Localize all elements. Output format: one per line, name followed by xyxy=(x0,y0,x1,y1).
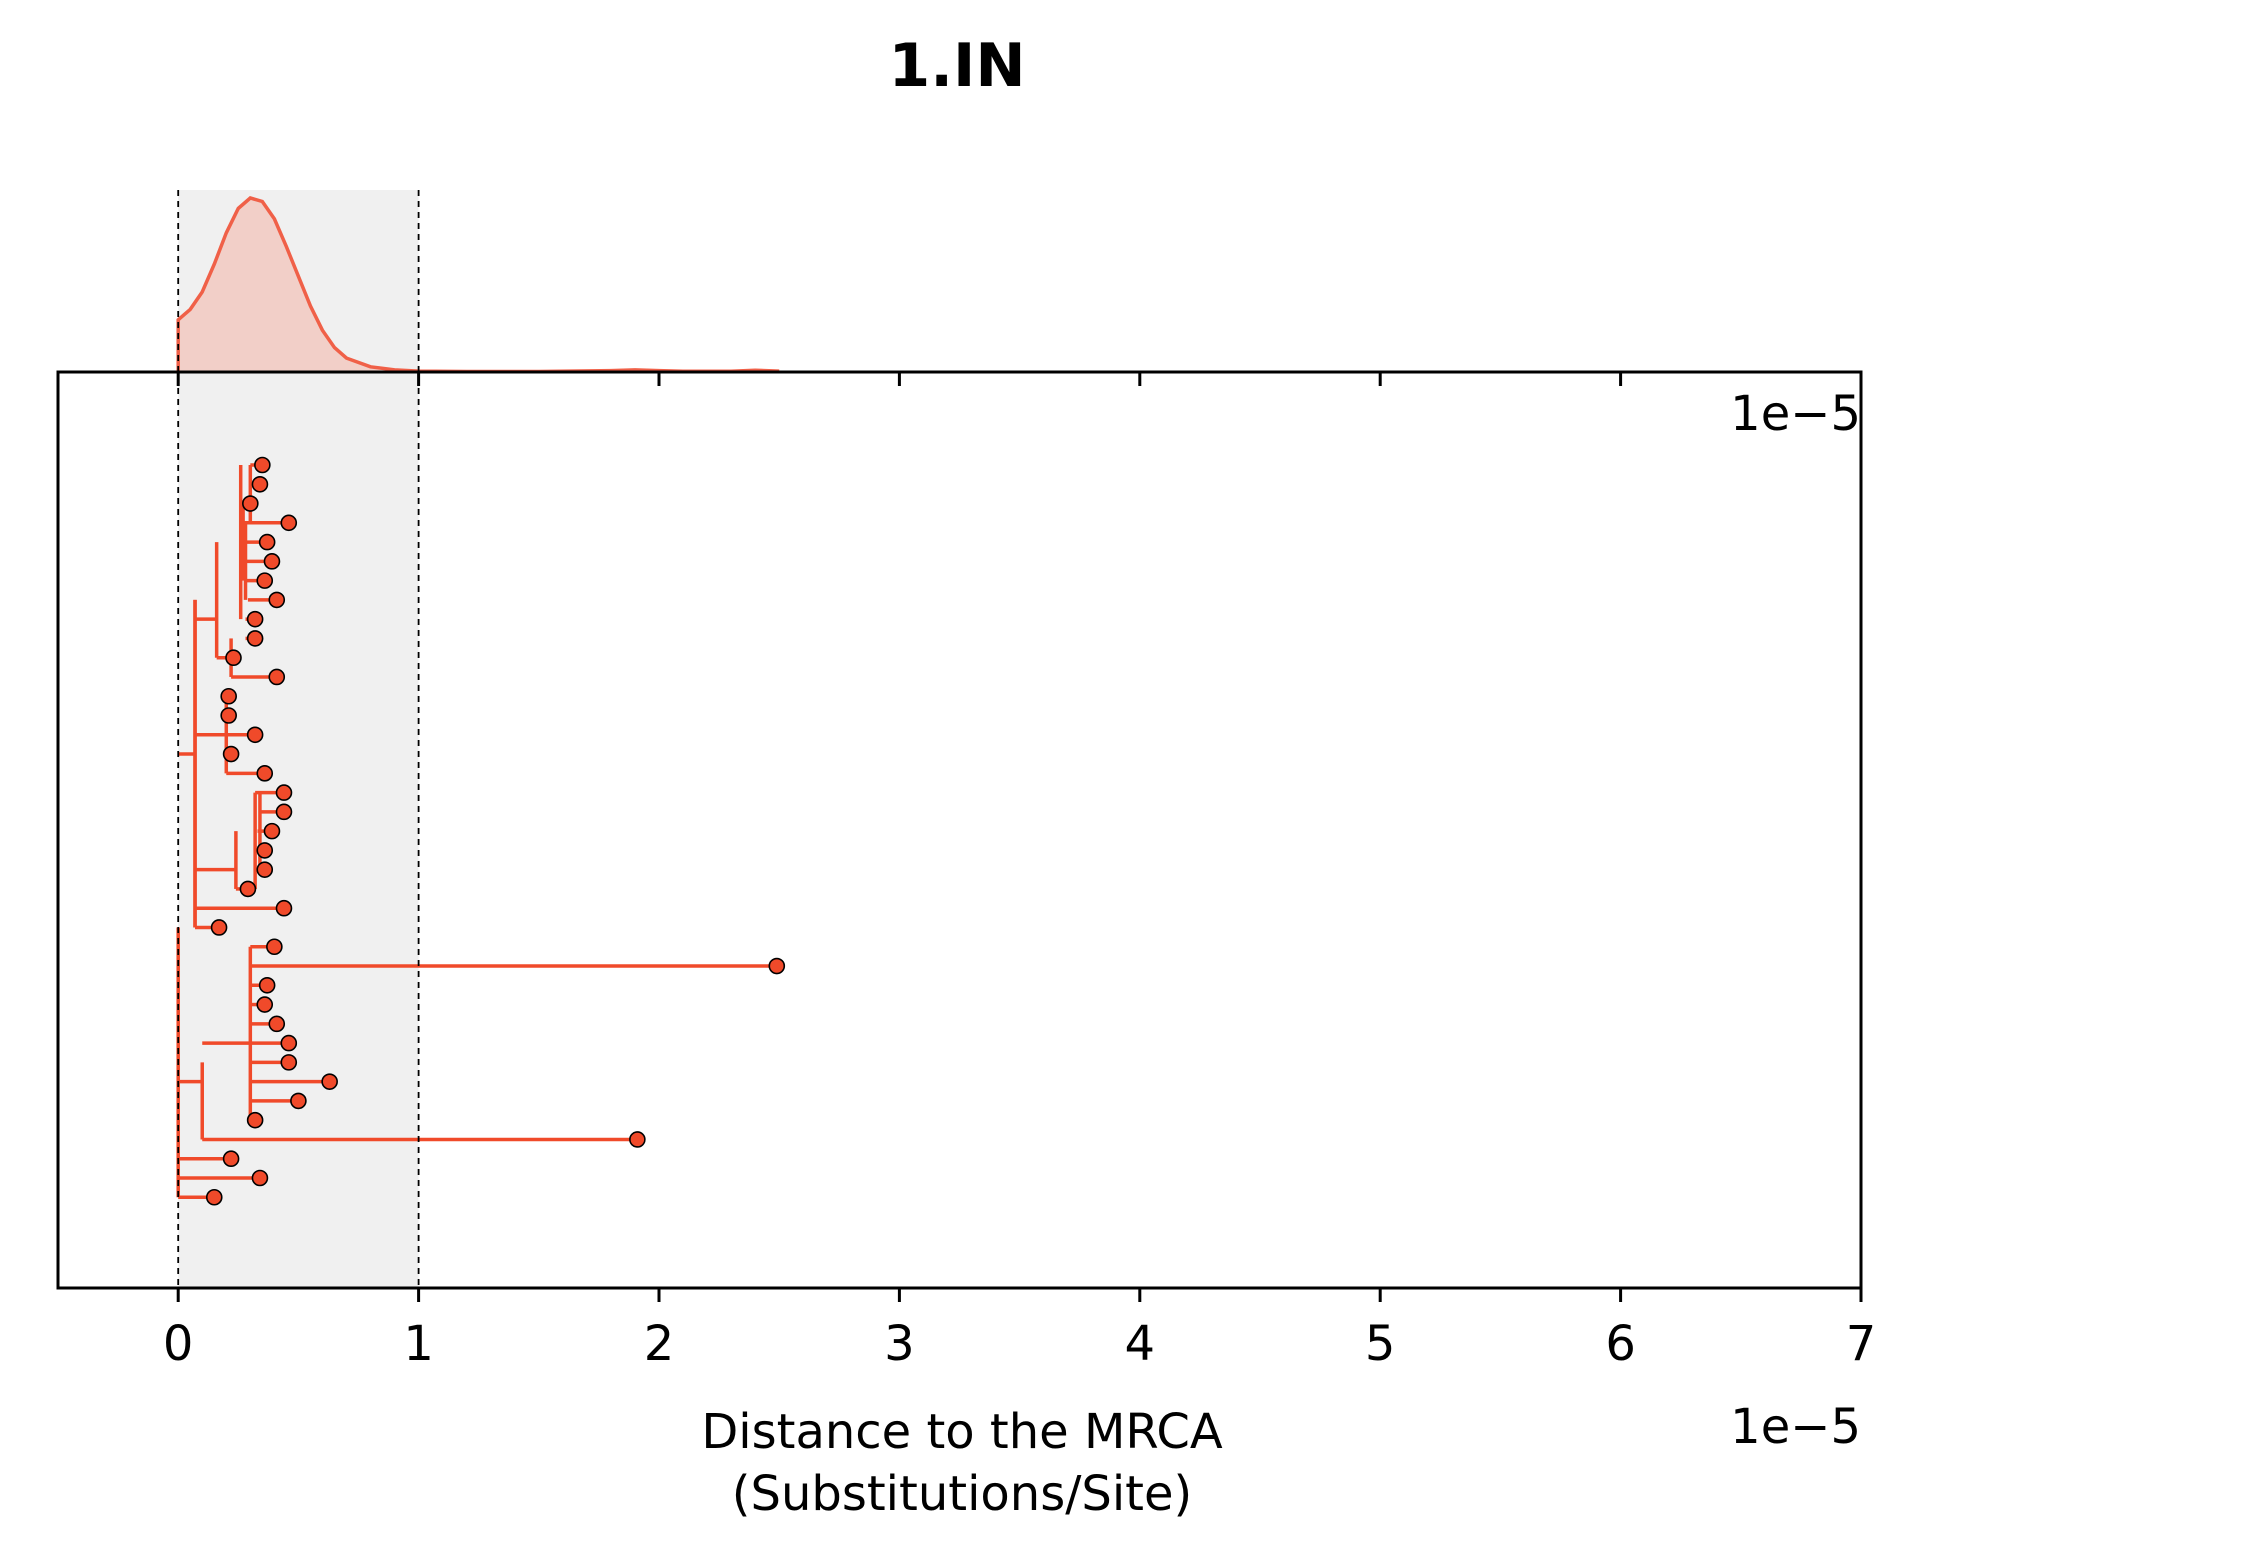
tip-point xyxy=(258,533,276,551)
tip-point xyxy=(210,919,228,936)
x-tick-label: 4 xyxy=(1125,1316,1156,1372)
x-offset-label: 1e−5 xyxy=(1730,1399,1861,1455)
tip-point xyxy=(258,976,276,994)
highlight-band-main xyxy=(178,372,419,1288)
tree-tips xyxy=(205,456,786,1206)
tip-point xyxy=(266,938,283,956)
tip-point xyxy=(242,495,259,512)
x-axis-label-line1: Distance to the MRCA xyxy=(701,1404,1223,1460)
tip-point xyxy=(256,996,274,1013)
x-axis-ticks: 0 1 2 3 4 5 6 7 xyxy=(163,372,1876,1372)
tip-point xyxy=(768,957,786,975)
tip-point xyxy=(280,1034,298,1052)
tip-point xyxy=(290,1092,307,1110)
x-tick-label: 2 xyxy=(644,1316,675,1372)
tip-point xyxy=(246,726,264,744)
tip-point xyxy=(246,630,264,647)
tip-point xyxy=(256,572,274,589)
x-tick-label: 3 xyxy=(884,1316,915,1372)
interval-lines xyxy=(177,190,420,1288)
x-axis-label-line2: (Substitutions/Site) xyxy=(732,1466,1193,1522)
density-line xyxy=(176,196,780,374)
tip-point xyxy=(256,842,274,859)
tip-point xyxy=(263,553,281,570)
x-offset-label-top: 1e−5 xyxy=(1730,386,1861,442)
tip-point xyxy=(254,456,271,474)
tip-point xyxy=(275,803,293,821)
tip-point xyxy=(225,649,242,667)
tip-point xyxy=(321,1073,338,1090)
tip-point xyxy=(263,822,281,840)
x-tick-label: 0 xyxy=(163,1316,194,1372)
x-tick-label: 6 xyxy=(1605,1316,1636,1372)
tip-point xyxy=(220,687,237,705)
tip-point xyxy=(205,1188,223,1206)
tip-point xyxy=(251,1169,269,1187)
tip-point xyxy=(256,765,274,782)
tip-point xyxy=(268,1015,286,1033)
x-tick-label: 1 xyxy=(403,1316,434,1372)
tip-point xyxy=(275,899,293,917)
x-tick-label: 7 xyxy=(1846,1316,1877,1372)
tip-point xyxy=(275,784,293,801)
density-fill xyxy=(178,198,780,372)
tip-point xyxy=(246,610,264,628)
tip-point xyxy=(268,668,286,686)
tip-point xyxy=(220,707,237,724)
tip-point xyxy=(222,1150,240,1168)
tip-point xyxy=(246,1111,264,1129)
density-plot xyxy=(176,196,780,374)
tip-point xyxy=(222,745,240,763)
x-tick-label: 5 xyxy=(1365,1316,1396,1372)
chart-title: 1.IN xyxy=(888,31,1025,101)
tip-point xyxy=(251,475,269,493)
tip-point xyxy=(629,1131,646,1148)
tip-point xyxy=(280,514,298,532)
tip-point xyxy=(256,861,274,878)
tip-point xyxy=(239,880,257,898)
tip-point xyxy=(280,1054,298,1071)
tip-point xyxy=(268,591,286,609)
